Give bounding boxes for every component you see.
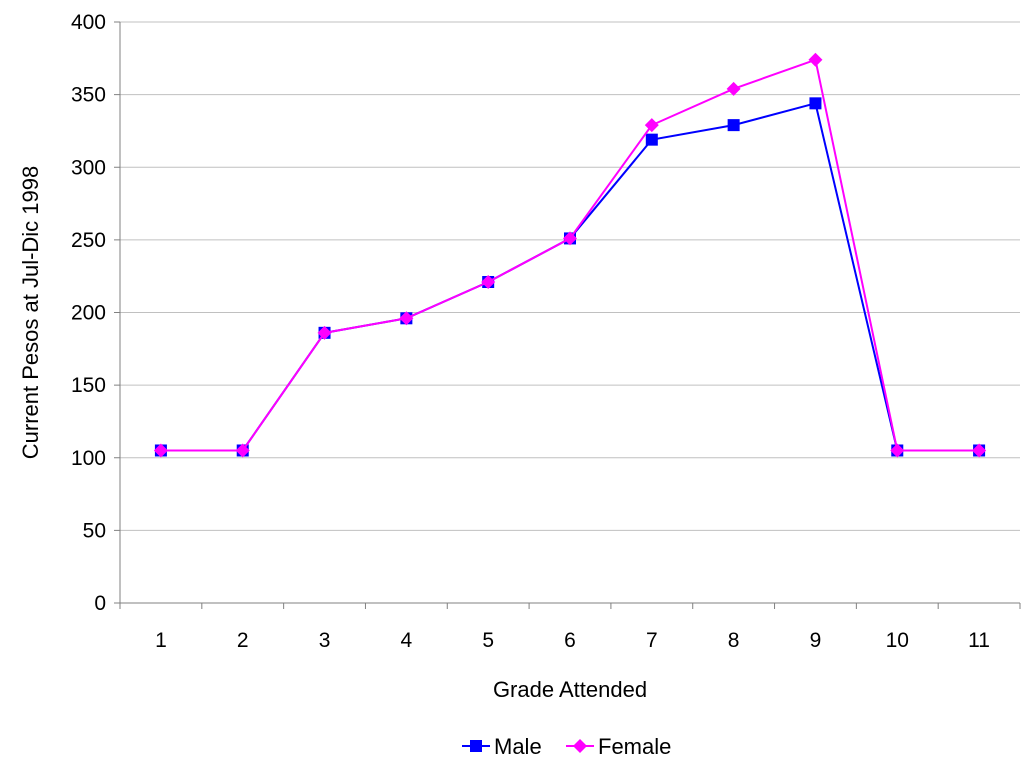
legend: Male Female bbox=[462, 734, 671, 759]
series-line-male bbox=[160, 102, 980, 452]
data-point-male bbox=[645, 133, 658, 146]
data-point-female bbox=[399, 311, 414, 326]
axes: 0 50 100 150 200 250 300 350 400 1 2 3 4 5 6 7 8 9 10 11 bbox=[71, 11, 1021, 652]
y-tick-label: 150 bbox=[71, 374, 106, 397]
data-point-female bbox=[644, 118, 659, 133]
gridlines bbox=[120, 21, 1020, 531]
x-tick-label: 9 bbox=[810, 629, 822, 652]
legend-label: Male bbox=[494, 734, 542, 759]
data-point-male bbox=[727, 119, 740, 132]
x-tick-label: 8 bbox=[728, 629, 740, 652]
legend-label: Female bbox=[598, 734, 671, 759]
data-point-female bbox=[235, 443, 250, 458]
series-layer bbox=[153, 52, 987, 458]
x-tick-label: 10 bbox=[886, 629, 909, 652]
y-tick-label: 50 bbox=[83, 519, 106, 542]
series-line-female bbox=[160, 58, 980, 452]
legend-marker bbox=[573, 739, 587, 753]
series-female bbox=[153, 52, 987, 458]
x-tick-label: 5 bbox=[482, 629, 494, 652]
x-tick-label: 7 bbox=[646, 629, 658, 652]
legend-item-female: Female bbox=[566, 734, 671, 759]
x-axis-title: Grade Attended bbox=[493, 677, 647, 702]
data-point-female bbox=[972, 443, 987, 458]
x-tick-label: 11 bbox=[968, 629, 990, 652]
legend-marker bbox=[470, 740, 482, 752]
x-tick-label: 2 bbox=[237, 629, 249, 652]
data-point-female bbox=[726, 81, 741, 96]
y-tick-label: 350 bbox=[71, 84, 106, 107]
y-axis-title: Current Pesos at Jul-Dic 1998 bbox=[18, 166, 43, 459]
x-tick-label: 3 bbox=[319, 629, 331, 652]
x-tick-label: 6 bbox=[564, 629, 576, 652]
x-tick-label: 4 bbox=[401, 629, 413, 652]
y-tick-label: 0 bbox=[94, 592, 106, 615]
y-tick-label: 200 bbox=[71, 302, 106, 325]
y-tick-label: 300 bbox=[71, 156, 106, 179]
data-point-female bbox=[481, 274, 496, 289]
data-point-female bbox=[808, 52, 823, 67]
x-tick-label: 1 bbox=[155, 629, 167, 652]
data-point-female bbox=[890, 443, 905, 458]
data-point-female bbox=[563, 231, 577, 246]
legend-item-male: Male bbox=[462, 734, 542, 759]
data-point-male bbox=[809, 97, 822, 110]
data-point-female bbox=[317, 325, 332, 340]
y-tick-label: 400 bbox=[71, 11, 106, 34]
data-point-female bbox=[153, 443, 168, 458]
y-tick-label: 250 bbox=[71, 229, 106, 252]
y-tick-label: 100 bbox=[71, 447, 106, 470]
